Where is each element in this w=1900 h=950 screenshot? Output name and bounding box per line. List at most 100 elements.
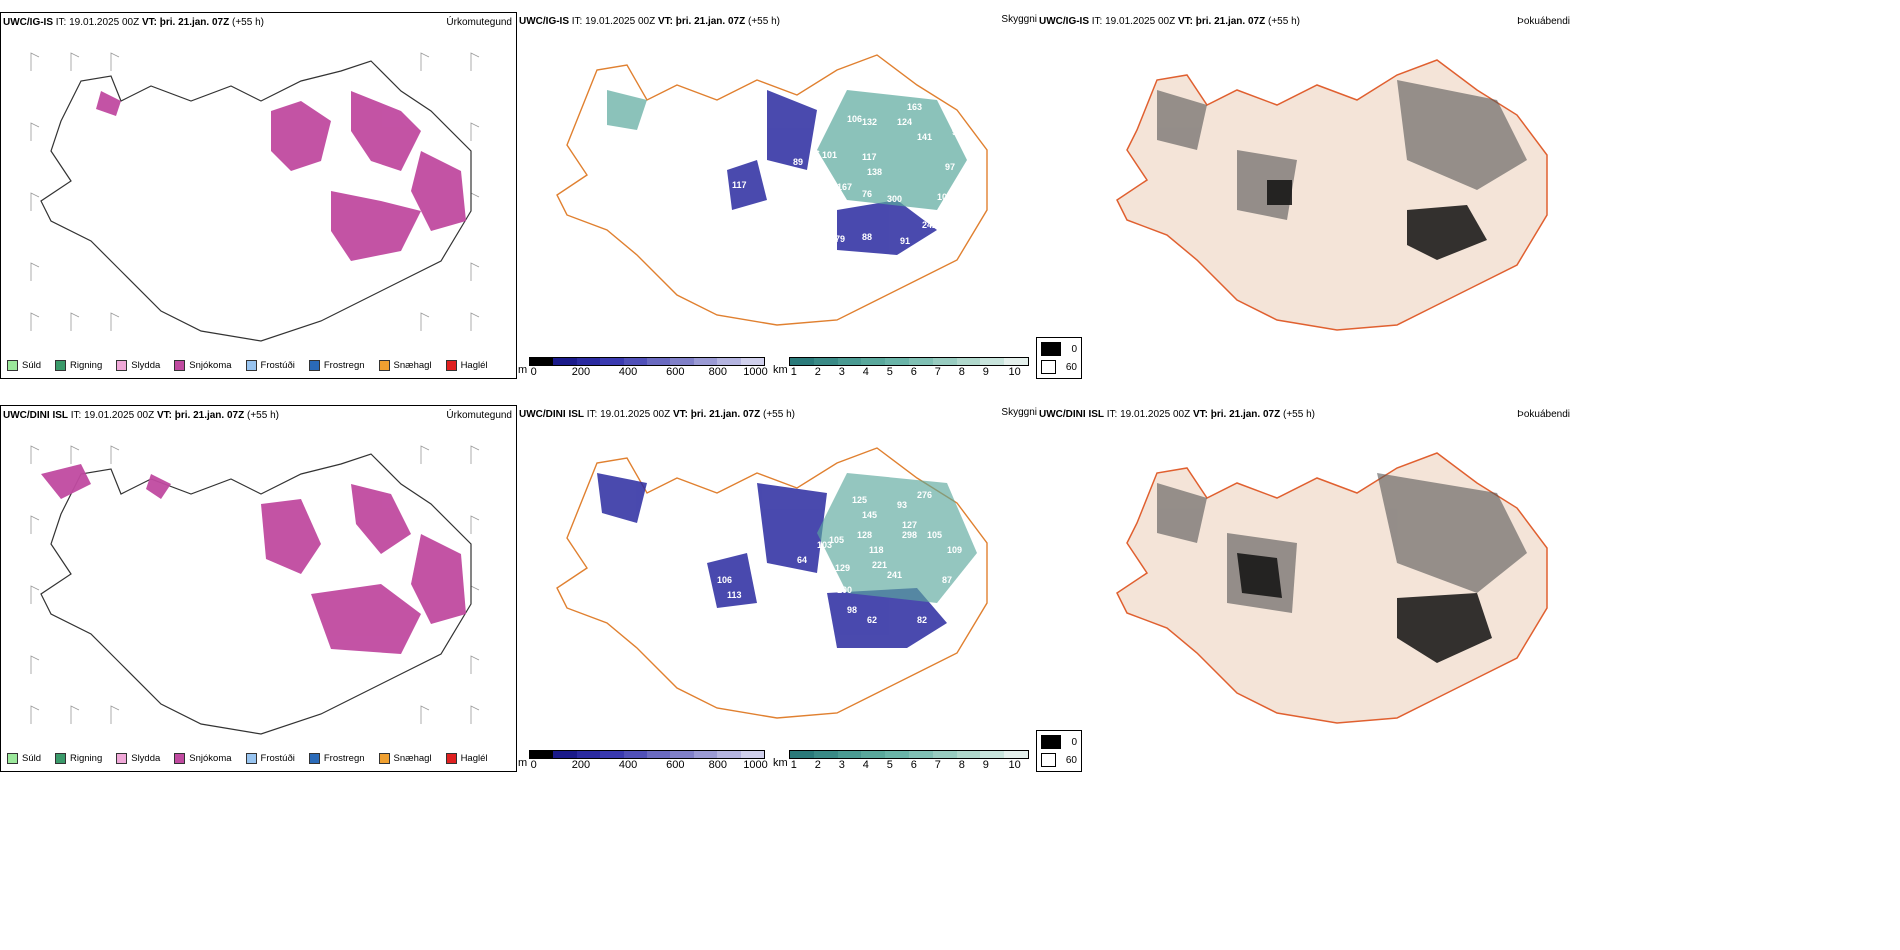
fog-map (1116, 452, 1548, 724)
fog-panel-bottom: UWC/DINI ISL IT: 19.01.2025 00Z VT: þri.… (1036, 405, 1900, 772)
precip-type-map (30, 52, 480, 342)
precip-legend: Súld Rigning Slydda Snjókoma Frostúði Fr… (7, 360, 488, 371)
visibility-colorbar: km 1 2 3 4 5 6 7 8 9 10 (773, 357, 1029, 379)
svg-text:132: 132 (862, 117, 877, 127)
svg-text:79: 79 (835, 234, 845, 244)
svg-text:64: 64 (793, 170, 803, 180)
svg-text:105: 105 (829, 535, 844, 545)
legend-item: Frostregn (308, 360, 365, 371)
panel-header: UWC/DINI ISL IT: 19.01.2025 00Z VT: þri.… (519, 409, 795, 420)
svg-text:87: 87 (942, 575, 952, 585)
cloud-map: 106 113 78 71 98 62 100 129 64 103 105 1… (556, 447, 988, 719)
cloud-panel-top: UWC/IG-IS IT: 19.01.2025 00Z VT: þri. 21… (517, 12, 1037, 379)
iceland-outline (40, 453, 472, 735)
legend-swatch (7, 360, 18, 371)
panel-title: Úrkomutegund (446, 410, 512, 421)
svg-text:128: 128 (857, 530, 872, 540)
panel-header: UWC/IG-IS IT: 19.01.2025 00Z VT: þri. 21… (519, 16, 780, 27)
fog-legend: 0 60 (1036, 337, 1082, 379)
svg-text:93: 93 (897, 500, 907, 510)
svg-text:145: 145 (862, 510, 877, 520)
legend-item: Slydda (116, 753, 160, 764)
svg-text:118: 118 (869, 545, 884, 555)
legend-item: 60 (1041, 360, 1077, 374)
legend-swatch (116, 360, 128, 371)
visibility-colorbar: km 1 2 3 4 5 6 7 8 9 10 (773, 750, 1029, 772)
legend-item: 0 (1041, 342, 1077, 356)
svg-text:100: 100 (837, 585, 852, 595)
svg-text:242: 242 (922, 220, 937, 230)
panel-title: Skyggni (1001, 14, 1037, 25)
svg-text:98: 98 (952, 127, 962, 137)
svg-text:88: 88 (862, 232, 872, 242)
svg-text:103: 103 (817, 540, 832, 550)
legend-item: Haglél (445, 753, 488, 764)
svg-text:127: 127 (902, 520, 917, 530)
legend-swatch (1041, 342, 1062, 356)
legend-swatch (55, 753, 67, 764)
legend-item: Súld (7, 753, 41, 764)
legend-item: Frostúði (245, 360, 295, 371)
svg-text:56: 56 (692, 197, 702, 207)
panel-header: UWC/IG-IS IT: 19.01.2025 00Z VT: þri. 21… (3, 17, 264, 28)
legend-swatch (308, 753, 320, 764)
map-value-labels: 106 113 78 71 98 62 100 129 64 103 105 1… (677, 490, 962, 625)
svg-text:89: 89 (793, 157, 803, 167)
svg-text:298: 298 (902, 530, 917, 540)
precip-type-panel-top: UWC/IG-IS IT: 19.01.2025 00Z VT: þri. 21… (0, 12, 517, 379)
legend-item: Snjókoma (174, 753, 232, 764)
low-cloud-areas (597, 473, 947, 648)
height-colorbar: m 0 200 400 600 800 1000 (518, 750, 768, 772)
svg-text:98: 98 (847, 605, 857, 615)
fog-panel-top: UWC/IG-IS IT: 19.01.2025 00Z VT: þri. 21… (1036, 12, 1900, 379)
precip-legend: Súld Rigning Slydda Snjókoma Frostúði Fr… (7, 753, 488, 764)
colorbar-ticks: 1 2 3 4 5 6 7 8 9 10 (790, 759, 1021, 771)
legend-item: Rigning (55, 360, 102, 371)
precip-type-map (30, 445, 480, 735)
snow-areas (41, 464, 466, 654)
legend-swatch (308, 360, 320, 371)
visibility-areas (607, 90, 967, 210)
svg-text:276: 276 (917, 490, 932, 500)
cloud-map: 117 56 107 95 89 96 101 64 167 76 300 79… (556, 54, 988, 326)
svg-text:109: 109 (947, 545, 962, 555)
svg-text:62: 62 (867, 615, 877, 625)
svg-text:102: 102 (937, 192, 952, 202)
colorbar-swatches (529, 357, 765, 366)
svg-text:138: 138 (867, 167, 882, 177)
panel-title: Þokuábendi (1517, 409, 1570, 420)
dense-fog-areas (1267, 180, 1487, 260)
fog-legend: 0 60 (1036, 730, 1082, 772)
legend-item: Frostregn (308, 753, 365, 764)
height-colorbar: m 0 200 400 600 800 1000 (518, 357, 768, 379)
legend-swatch (378, 753, 390, 764)
visibility-areas (817, 473, 977, 603)
colorbar-swatches (789, 750, 1029, 759)
svg-text:167: 167 (837, 182, 852, 192)
dense-fog-areas (1237, 553, 1492, 663)
legend-item: Snjókoma (174, 360, 232, 371)
svg-text:82: 82 (917, 615, 927, 625)
legend-item: Súld (7, 360, 41, 371)
colorbar-swatches (529, 750, 765, 759)
svg-text:64: 64 (797, 555, 807, 565)
legend-item: Snæhagl (378, 360, 432, 371)
legend-swatch (445, 753, 457, 764)
legend-swatch (445, 360, 457, 371)
svg-text:101: 101 (822, 150, 837, 160)
panel-title: Úrkomutegund (446, 17, 512, 28)
svg-text:125: 125 (852, 495, 867, 505)
panel-header: UWC/DINI ISL IT: 19.01.2025 00Z VT: þri.… (3, 410, 279, 421)
colorbar-swatches (789, 357, 1029, 366)
low-cloud-areas (727, 90, 937, 255)
legend-swatch (55, 360, 67, 371)
colorbar-ticks: 1 2 3 4 5 6 7 8 9 10 (790, 366, 1021, 378)
svg-text:105: 105 (927, 530, 942, 540)
legend-item: Snæhagl (378, 753, 432, 764)
legend-swatch (245, 753, 257, 764)
legend-item: Frostúði (245, 753, 295, 764)
legend-item: Slydda (116, 360, 160, 371)
colorbar-ticks: 0 200 400 600 800 1000 (530, 759, 768, 771)
svg-text:241: 241 (887, 570, 902, 580)
fog-map (1116, 59, 1548, 331)
